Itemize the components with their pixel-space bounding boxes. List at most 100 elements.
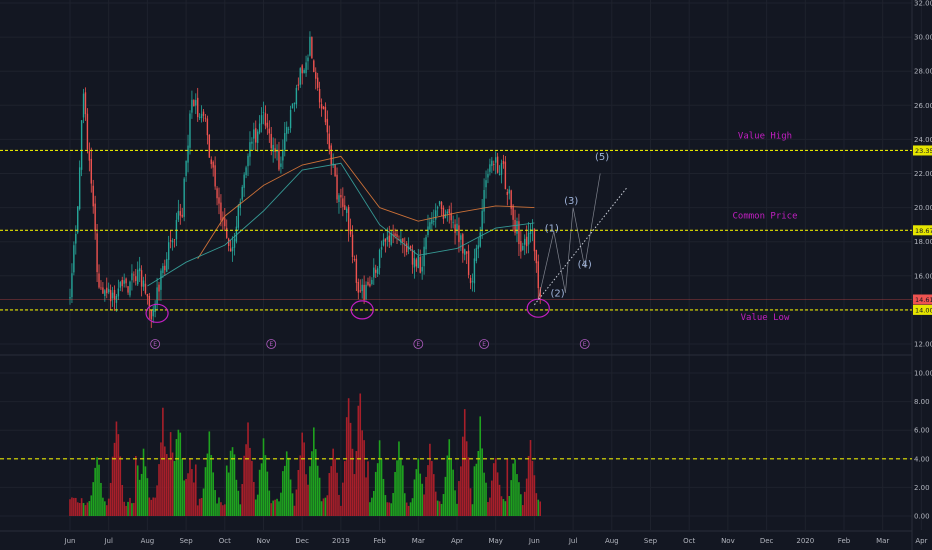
volume-bar: [204, 467, 207, 516]
candle-body: [421, 267, 423, 272]
volume-bar: [423, 494, 425, 516]
candle-body: [102, 287, 104, 294]
candle-body: [284, 133, 286, 150]
candle-body: [96, 233, 98, 273]
candle-body: [208, 134, 211, 158]
volume-bar: [142, 448, 145, 516]
volume-bar: [402, 465, 404, 516]
level-price-tag-text: 14.00: [915, 306, 932, 314]
volume-bar: [262, 438, 265, 516]
volume-bar: [254, 499, 257, 516]
candle-body: [197, 97, 199, 118]
candle-body: [539, 289, 541, 297]
volume-bar: [90, 495, 93, 516]
candle-body: [140, 270, 143, 287]
volume-axis-tick-label: 4.00: [914, 455, 930, 463]
candle-body: [369, 283, 371, 287]
volume-bar: [340, 505, 342, 516]
candle-body: [299, 68, 301, 85]
volume-bar: [179, 432, 182, 516]
earnings-marker: [579, 339, 590, 349]
volume-bar: [438, 501, 441, 516]
candle-body: [512, 205, 514, 220]
candle-body: [442, 207, 445, 219]
candle-body: [380, 247, 383, 250]
candle-body: [75, 233, 77, 244]
time-axis-tick-label: Dec: [295, 537, 309, 545]
candle-body: [104, 290, 106, 297]
candle-body: [106, 287, 108, 294]
candle-body: [303, 70, 305, 73]
volume-bar: [535, 493, 538, 516]
volume-bar: [403, 493, 406, 516]
volume-bar: [144, 466, 147, 516]
candle-body: [260, 115, 263, 125]
volume-bar: [283, 465, 286, 516]
volume-bar: [94, 467, 96, 516]
candle-body: [533, 228, 536, 252]
candle-body: [384, 238, 387, 242]
candle-body: [525, 236, 528, 247]
candle-body: [365, 284, 367, 300]
candle-body: [465, 251, 468, 254]
candle-body: [146, 293, 149, 297]
candle-body: [264, 113, 267, 126]
volume-bar: [191, 469, 193, 516]
moving-average-line-1: [147, 162, 535, 287]
volume-bar: [295, 489, 298, 516]
volume-bar: [193, 482, 195, 516]
candle-body: [214, 165, 216, 187]
volume-bar: [227, 472, 230, 516]
candle-body: [297, 84, 300, 86]
volume-bar: [419, 473, 422, 516]
volume-bar: [456, 503, 458, 516]
earnings-marker-label: E: [416, 341, 420, 348]
candle-body: [419, 257, 421, 273]
volume-bar: [492, 463, 495, 516]
volume-bar: [338, 494, 340, 516]
candle-body: [167, 242, 170, 260]
volume-bar: [212, 472, 214, 516]
volume-bar: [169, 432, 172, 516]
candle-body: [475, 248, 478, 262]
grid-lines: [0, 0, 922, 530]
volume-bar: [432, 474, 435, 516]
candle-body: [394, 233, 396, 237]
volume-bar: [278, 501, 280, 516]
candle-body: [390, 232, 392, 245]
candle-body: [152, 308, 154, 317]
volume-bar: [111, 456, 114, 516]
candle-body: [322, 106, 325, 110]
volume-bar: [442, 494, 445, 516]
candle-body: [363, 284, 365, 301]
candle-body: [436, 207, 439, 209]
wave-projection-path: [537, 173, 601, 300]
volume-bar: [328, 473, 331, 516]
candle-body: [359, 290, 361, 292]
candle-body: [338, 195, 340, 202]
volume-bar: [345, 417, 348, 516]
candle-body: [148, 296, 151, 308]
candle-body: [315, 72, 317, 79]
volume-bar: [322, 498, 325, 516]
candle-body: [181, 214, 183, 217]
volume-bar: [504, 501, 507, 516]
candle-body: [346, 208, 348, 213]
volume-bar: [71, 497, 73, 516]
candle-body: [318, 88, 321, 103]
volume-bar: [200, 497, 203, 516]
time-axis-tick-label: May: [488, 537, 502, 545]
candle-body: [204, 117, 207, 119]
volume-bar: [398, 441, 400, 516]
candle-body: [311, 37, 313, 59]
volume-bar: [409, 502, 412, 516]
candle-body: [388, 235, 390, 242]
candle-body: [119, 282, 122, 288]
candle-body: [522, 246, 524, 250]
volume-bar: [285, 451, 288, 516]
candle-body: [185, 160, 187, 176]
candle-body: [438, 201, 441, 205]
volume-bar: [208, 431, 211, 516]
candle-body: [256, 131, 259, 143]
volume-bar: [82, 502, 85, 516]
